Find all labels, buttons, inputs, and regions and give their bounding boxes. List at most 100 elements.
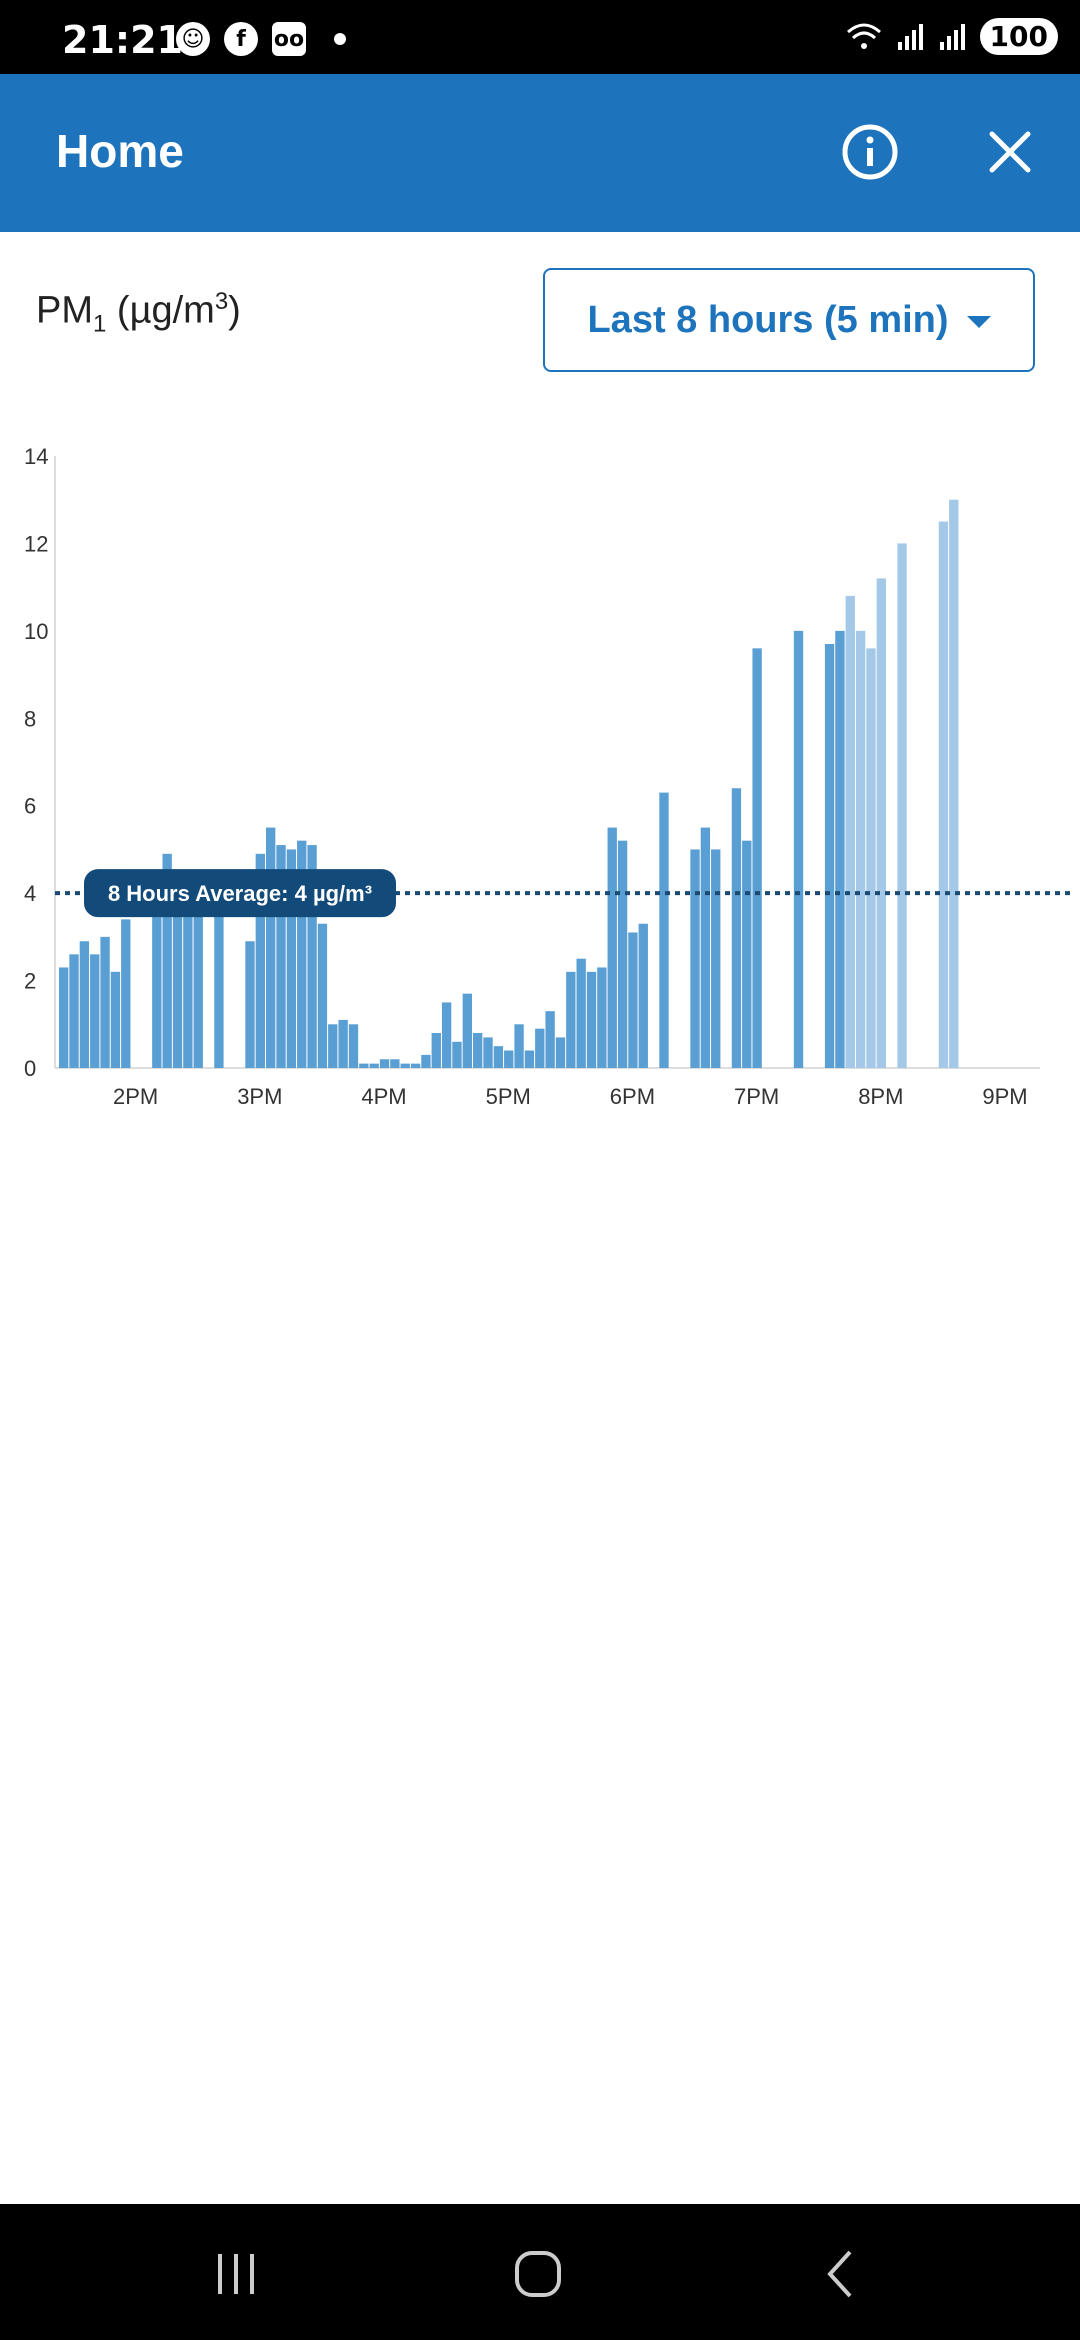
x-tick-label: 7PM xyxy=(734,1084,779,1109)
y-tick-label: 4 xyxy=(24,881,36,906)
bar xyxy=(504,1050,514,1068)
close-icon[interactable] xyxy=(980,122,1040,182)
average-label-text: 8 Hours Average: 4 µg/m³ xyxy=(108,881,372,906)
bar xyxy=(69,954,79,1068)
bar xyxy=(700,827,711,1068)
bar xyxy=(59,967,69,1068)
bar xyxy=(742,840,752,1068)
bar xyxy=(255,853,265,1068)
bar-projected xyxy=(938,521,949,1068)
x-tick-label: 9PM xyxy=(982,1084,1027,1109)
bar xyxy=(90,954,100,1068)
bar-projected xyxy=(876,578,886,1068)
bar xyxy=(369,1063,379,1068)
bar xyxy=(152,915,162,1068)
system-icons: 100 xyxy=(844,18,1058,55)
bar-projected xyxy=(949,499,959,1068)
bar xyxy=(359,1063,369,1068)
bar xyxy=(214,893,224,1068)
bar xyxy=(110,971,121,1068)
bar xyxy=(245,941,255,1068)
bar xyxy=(328,1024,338,1068)
y-tick-label: 0 xyxy=(24,1056,36,1081)
bar xyxy=(400,1063,410,1068)
bar xyxy=(100,936,110,1068)
bar xyxy=(545,1011,555,1068)
bar xyxy=(566,971,576,1068)
back-icon[interactable] xyxy=(812,2244,872,2304)
page-title: Home xyxy=(56,125,184,177)
bar xyxy=(617,840,628,1068)
voicemail-icon: oo xyxy=(272,22,306,56)
bar-projected xyxy=(845,595,855,1068)
bar xyxy=(638,923,648,1068)
bar xyxy=(607,827,617,1068)
status-bar: 21:21 ☺ f oo 100 xyxy=(0,0,1080,74)
bar xyxy=(835,630,845,1068)
bar xyxy=(711,849,721,1068)
bar xyxy=(690,849,700,1068)
bar xyxy=(421,1054,431,1068)
bar xyxy=(731,788,742,1068)
signal-icon-2 xyxy=(939,23,965,50)
home-icon[interactable] xyxy=(508,2244,568,2304)
bar xyxy=(172,871,183,1068)
navigation-bar xyxy=(0,2204,1080,2340)
bar xyxy=(483,1037,493,1068)
status-time: 21:21 xyxy=(62,18,183,62)
bar xyxy=(297,840,307,1068)
x-tick-label: 4PM xyxy=(361,1084,406,1109)
bar xyxy=(824,643,835,1068)
chevron-down-icon xyxy=(966,316,991,328)
wifi-icon xyxy=(846,23,881,49)
bar xyxy=(524,1050,535,1068)
signal-icon xyxy=(897,23,923,50)
x-tick-label: 5PM xyxy=(486,1084,531,1109)
bar-projected xyxy=(866,648,876,1068)
bar xyxy=(266,827,276,1068)
y-tick-label: 10 xyxy=(24,619,48,644)
app-header: Home xyxy=(0,74,1080,232)
bar xyxy=(462,993,472,1068)
bar xyxy=(659,792,669,1068)
x-tick-label: 3PM xyxy=(237,1084,282,1109)
avatar-notification-icon: ☺ xyxy=(176,22,210,56)
bar xyxy=(441,1002,452,1068)
recent-apps-icon[interactable] xyxy=(206,2244,266,2304)
bar xyxy=(628,932,638,1068)
x-tick-label: 2PM xyxy=(113,1084,158,1109)
bar xyxy=(576,958,586,1068)
info-icon[interactable] xyxy=(840,122,900,182)
bar xyxy=(193,893,203,1068)
pm1-bar-chart: 0 2 4 6 8 10 12 14 2PM 3PM 4PM 5PM 6PM 7PM 8PM 9PM 8 Hou… xyxy=(24,444,1070,1109)
bar xyxy=(431,1033,441,1068)
bar xyxy=(162,853,172,1068)
bar xyxy=(276,845,286,1068)
bar xyxy=(452,1041,462,1068)
metric-label: PM1 (µg/m3) xyxy=(36,288,241,338)
x-tick-label: 8PM xyxy=(858,1084,903,1109)
time-range-value: Last 8 hours (5 min) xyxy=(587,298,949,341)
bar xyxy=(597,967,607,1068)
average-label-badge xyxy=(84,869,396,918)
bar xyxy=(514,1024,524,1068)
bar xyxy=(752,648,762,1068)
bar xyxy=(379,1059,390,1068)
y-tick-label: 8 xyxy=(24,706,36,731)
bar xyxy=(473,1033,483,1068)
bar xyxy=(555,1037,566,1068)
time-range-select[interactable]: Last 8 hours (5 min) xyxy=(543,268,1035,372)
y-tick-label: 14 xyxy=(24,444,48,469)
bar xyxy=(793,630,804,1068)
bar xyxy=(348,1024,359,1068)
y-tick-label: 6 xyxy=(24,794,36,819)
bar xyxy=(79,941,90,1068)
bar xyxy=(183,893,193,1068)
bar-projected xyxy=(897,543,907,1068)
bar xyxy=(493,1046,504,1068)
y-tick-label: 12 xyxy=(24,531,48,556)
bar-projected xyxy=(855,630,866,1068)
bar xyxy=(586,971,597,1068)
bar xyxy=(286,849,297,1068)
battery-indicator: 100 xyxy=(979,18,1058,55)
